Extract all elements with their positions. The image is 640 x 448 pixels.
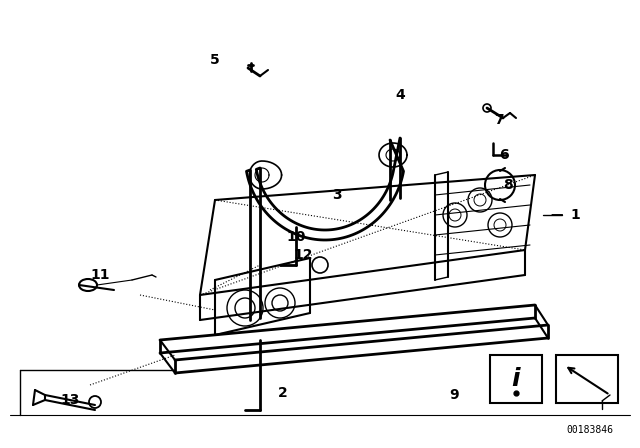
Text: 11: 11 [90, 268, 109, 282]
Text: 3: 3 [332, 188, 342, 202]
Text: 00183846: 00183846 [566, 425, 614, 435]
Text: 2: 2 [278, 386, 288, 400]
Text: 7: 7 [494, 113, 504, 127]
Text: 1: 1 [570, 208, 580, 222]
Text: —: — [551, 208, 563, 221]
Text: 8: 8 [503, 178, 513, 192]
Bar [490, 355, 542, 403]
Text: 13: 13 [60, 393, 80, 407]
Text: 10: 10 [286, 230, 306, 244]
Text: 12: 12 [293, 248, 313, 262]
Text: 4: 4 [395, 88, 405, 102]
Text: i: i [512, 367, 520, 391]
Bar [556, 355, 618, 403]
Text: 5: 5 [210, 53, 220, 67]
Text: 6: 6 [499, 148, 509, 162]
Text: 9: 9 [449, 388, 459, 402]
